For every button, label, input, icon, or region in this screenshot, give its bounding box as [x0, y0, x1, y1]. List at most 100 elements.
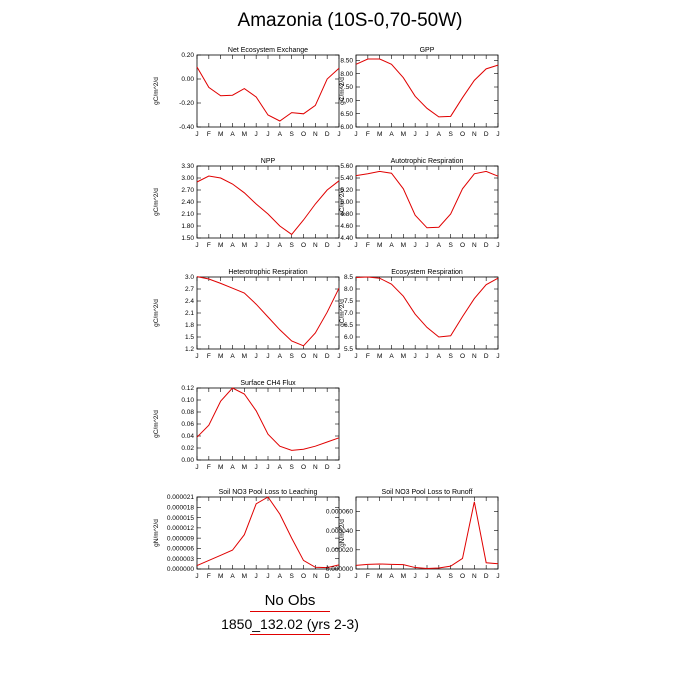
x-tick-label: O: [301, 464, 306, 471]
x-tick-label: M: [377, 242, 382, 249]
x-tick-label: N: [313, 573, 318, 580]
x-tick-label: N: [313, 464, 318, 471]
x-tick-label: F: [366, 573, 370, 580]
x-tick-label: S: [448, 573, 453, 580]
y-tick-label: 5.20: [340, 187, 353, 194]
y-axis-label: gC/m^2/d: [339, 299, 346, 327]
x-tick-label: M: [242, 131, 247, 138]
x-tick-label: D: [325, 464, 330, 471]
x-tick-label: N: [472, 131, 477, 138]
x-tick-label: J: [354, 131, 357, 138]
x-tick-label: J: [195, 353, 198, 360]
plot-frame: [196, 276, 340, 350]
x-tick-label: J: [266, 131, 269, 138]
x-tick-label: J: [354, 242, 357, 249]
x-tick-label: A: [278, 573, 283, 580]
legend-heading: No Obs: [264, 592, 316, 609]
y-tick-label: 0.000006: [167, 546, 194, 553]
y-tick-label: 2.4: [185, 298, 194, 305]
y-tick-label: 4.40: [340, 235, 353, 242]
x-tick-label: M: [401, 131, 406, 138]
x-tick-label: F: [207, 353, 211, 360]
y-tick-label: 5.40: [340, 175, 353, 182]
y-tick-label: 0.02: [181, 445, 194, 452]
x-tick-label: M: [242, 242, 247, 249]
y-tick-label: 0.000009: [167, 535, 194, 542]
x-tick-label: F: [366, 242, 370, 249]
x-tick-label: J: [195, 242, 198, 249]
x-tick-label: A: [389, 573, 394, 580]
x-tick-label: J: [195, 573, 198, 580]
x-tick-label: J: [354, 573, 357, 580]
panel-4: Autotrophic Respiration 5.60 5.40 5.20 5.00 4…: [339, 158, 500, 249]
y-axis-label: gN/m^2/d: [153, 519, 160, 547]
x-tick-label: J: [337, 353, 340, 360]
y-tick-label: 8.0: [344, 286, 353, 293]
x-tick-label: J: [337, 131, 340, 138]
plot-frame: [355, 276, 499, 350]
y-tick-label: 2.10: [181, 211, 194, 218]
y-tick-label: 1.50: [181, 235, 194, 242]
y-tick-label: 0.000000: [167, 566, 194, 573]
x-tick-label: S: [448, 242, 453, 249]
x-tick-label: J: [195, 131, 198, 138]
series-line: [355, 170, 499, 229]
x-tick-label: A: [278, 242, 283, 249]
x-tick-label: J: [255, 131, 258, 138]
y-tick-label: 0.000020: [326, 547, 353, 554]
y-tick-label: 0.00: [181, 457, 194, 464]
x-tick-label: F: [207, 131, 211, 138]
x-tick-label: F: [207, 242, 211, 249]
x-tick-label: S: [448, 353, 453, 360]
x-tick-label: A: [278, 464, 283, 471]
chart-title: Amazonia (10S-0,70-50W): [237, 10, 463, 31]
x-tick-label: A: [437, 573, 442, 580]
x-tick-label: J: [354, 353, 357, 360]
legend: No Obs 1850_132.02 (yrs 2-3): [190, 592, 390, 635]
y-axis-label: gC/m^2/d: [339, 188, 346, 216]
x-tick-label: J: [255, 464, 258, 471]
x-tick-label: D: [325, 131, 330, 138]
x-tick-label: A: [230, 242, 235, 249]
x-tick-label: J: [414, 353, 417, 360]
y-axis-label: gC/m^2/d: [153, 188, 160, 216]
x-tick-label: N: [472, 573, 477, 580]
panel-title: GPP: [420, 47, 435, 54]
y-tick-label: 3.30: [181, 163, 194, 170]
series-line: [196, 276, 340, 347]
y-axis-label: gC/m^2/d: [153, 410, 160, 438]
series-line: [196, 496, 340, 569]
x-tick-label: A: [437, 242, 442, 249]
series-line: [355, 58, 499, 118]
panel-title: NPP: [261, 158, 276, 165]
panel-title: Autotrophic Respiration: [391, 158, 464, 165]
y-tick-label: 6.50: [340, 111, 353, 118]
y-tick-label: 0.12: [181, 385, 194, 392]
y-tick-label: 7.0: [344, 310, 353, 317]
plot-frame: [355, 54, 499, 128]
panel-title: Ecosystem Respiration: [391, 269, 463, 276]
x-tick-label: J: [266, 242, 269, 249]
x-tick-label: S: [289, 131, 294, 138]
y-tick-label: 6.00: [340, 124, 353, 131]
y-tick-label: 2.1: [185, 310, 194, 317]
panel-title: Net Ecosystem Exchange: [228, 47, 308, 54]
x-tick-label: M: [218, 573, 223, 580]
x-tick-label: A: [389, 353, 394, 360]
panel-9: Soil NO3 Pool Loss to Runoff 0.000060 0.00…: [326, 489, 500, 580]
x-tick-label: J: [255, 573, 258, 580]
x-tick-label: A: [230, 353, 235, 360]
x-tick-label: J: [496, 131, 499, 138]
x-tick-label: J: [266, 353, 269, 360]
y-tick-label: 5.60: [340, 163, 353, 170]
y-tick-label: 8.00: [340, 71, 353, 78]
y-tick-label: 1.5: [185, 334, 194, 341]
x-tick-label: F: [366, 353, 370, 360]
x-tick-label: M: [401, 573, 406, 580]
x-tick-label: J: [337, 464, 340, 471]
y-tick-label: 6.0: [344, 334, 353, 341]
x-tick-label: S: [448, 131, 453, 138]
x-tick-label: A: [437, 353, 442, 360]
